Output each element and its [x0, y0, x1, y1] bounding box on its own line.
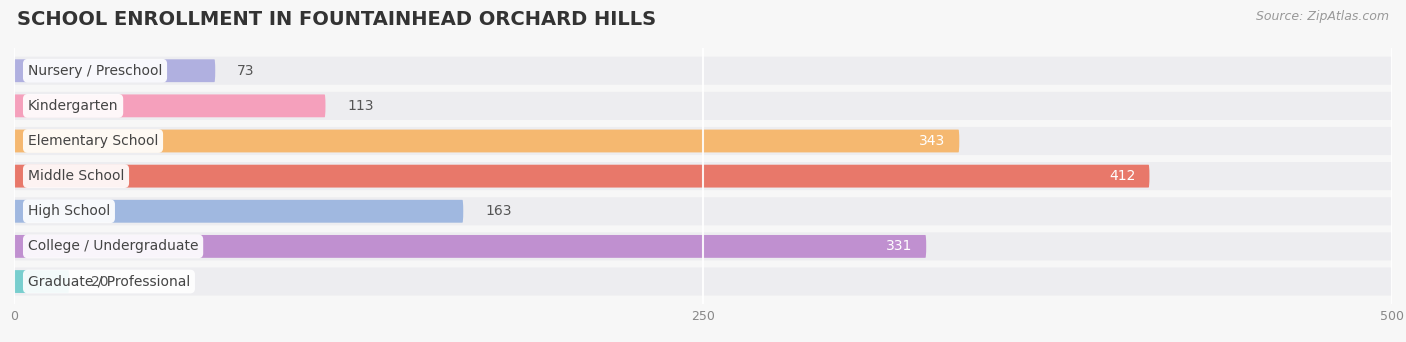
Text: Middle School: Middle School: [28, 169, 124, 183]
FancyBboxPatch shape: [14, 94, 325, 117]
FancyBboxPatch shape: [14, 235, 927, 258]
Text: 20: 20: [91, 275, 108, 289]
Text: 73: 73: [238, 64, 254, 78]
Text: Elementary School: Elementary School: [28, 134, 159, 148]
FancyBboxPatch shape: [14, 267, 1392, 295]
FancyBboxPatch shape: [14, 127, 1392, 155]
FancyBboxPatch shape: [14, 200, 463, 223]
FancyBboxPatch shape: [14, 92, 1392, 120]
FancyBboxPatch shape: [14, 57, 1392, 85]
Text: 343: 343: [920, 134, 945, 148]
Text: Kindergarten: Kindergarten: [28, 99, 118, 113]
Text: College / Undergraduate: College / Undergraduate: [28, 239, 198, 253]
Text: Graduate / Professional: Graduate / Professional: [28, 275, 190, 289]
FancyBboxPatch shape: [14, 165, 1150, 187]
Text: 412: 412: [1109, 169, 1136, 183]
Text: 163: 163: [485, 204, 512, 218]
Text: High School: High School: [28, 204, 110, 218]
FancyBboxPatch shape: [14, 197, 1392, 225]
Text: SCHOOL ENROLLMENT IN FOUNTAINHEAD ORCHARD HILLS: SCHOOL ENROLLMENT IN FOUNTAINHEAD ORCHAR…: [17, 10, 657, 29]
Text: Source: ZipAtlas.com: Source: ZipAtlas.com: [1256, 10, 1389, 23]
FancyBboxPatch shape: [14, 162, 1392, 190]
FancyBboxPatch shape: [14, 59, 215, 82]
Text: Nursery / Preschool: Nursery / Preschool: [28, 64, 162, 78]
FancyBboxPatch shape: [14, 130, 959, 153]
Text: 331: 331: [886, 239, 912, 253]
FancyBboxPatch shape: [14, 270, 69, 293]
FancyBboxPatch shape: [14, 232, 1392, 261]
Text: 113: 113: [347, 99, 374, 113]
